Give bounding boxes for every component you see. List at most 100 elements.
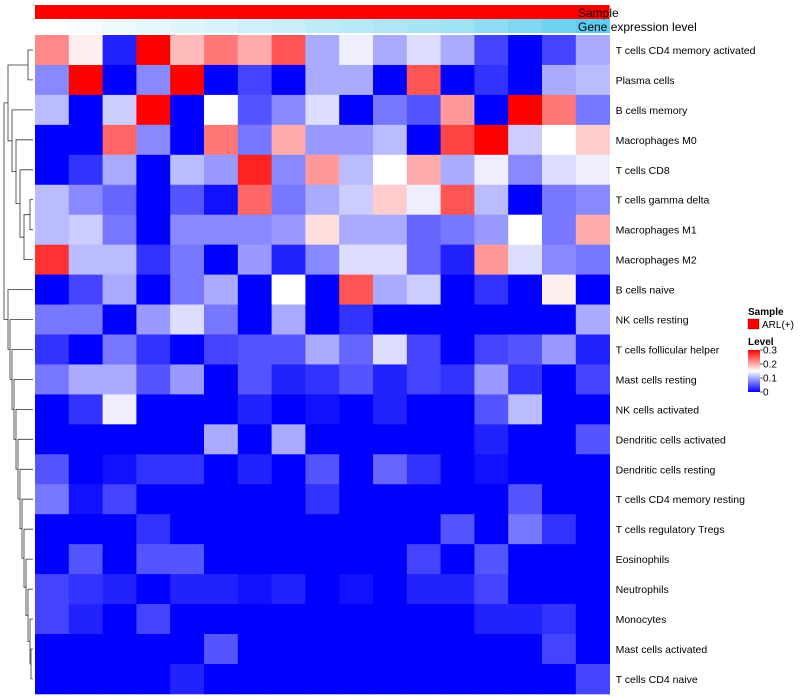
heatmap-cell bbox=[474, 364, 509, 395]
heatmap-cell bbox=[575, 394, 610, 425]
heatmap-cell bbox=[136, 184, 171, 216]
heatmap-cell bbox=[271, 214, 306, 246]
row-label: B cells naive bbox=[616, 285, 675, 297]
heatmap-cell bbox=[406, 514, 441, 545]
heatmap-cell bbox=[170, 663, 205, 695]
heatmap-cell bbox=[271, 663, 306, 695]
heatmap-cell bbox=[542, 484, 577, 515]
heatmap-cell bbox=[508, 94, 543, 126]
heatmap-cell bbox=[170, 214, 205, 246]
heatmap-cells bbox=[35, 35, 610, 695]
heatmap-cell bbox=[440, 214, 475, 246]
heatmap-cell bbox=[170, 35, 205, 66]
heatmap-cell bbox=[339, 184, 374, 216]
heatmap-cell bbox=[271, 544, 306, 575]
heatmap-cell bbox=[339, 214, 374, 246]
heatmap-cell bbox=[68, 394, 103, 425]
row-label: T cells follicular helper bbox=[616, 344, 720, 356]
heatmap-cell bbox=[271, 124, 306, 156]
heatmap-cell bbox=[474, 64, 509, 96]
heatmap-cell bbox=[237, 604, 272, 635]
heatmap-cell bbox=[575, 514, 610, 545]
sample-annotation-label: Sample bbox=[578, 6, 619, 20]
heatmap-cell bbox=[237, 364, 272, 395]
heatmap-cell bbox=[440, 424, 475, 455]
heatmap-cell bbox=[136, 604, 171, 635]
heatmap-cell bbox=[68, 604, 103, 635]
heatmap-cell bbox=[373, 574, 408, 605]
heatmap-cell bbox=[271, 334, 306, 365]
heatmap-cell bbox=[271, 514, 306, 545]
heatmap-cell bbox=[474, 454, 509, 485]
heatmap-cell bbox=[474, 334, 509, 365]
dendrogram-branch bbox=[7, 64, 28, 142]
heatmap-cell bbox=[35, 64, 70, 96]
gene-expression-annotation-cell bbox=[204, 19, 239, 33]
heatmap-cell bbox=[575, 364, 610, 395]
gene-expression-annotation-cell bbox=[136, 19, 171, 33]
heatmap-cell bbox=[237, 94, 272, 126]
heatmap-cell bbox=[406, 574, 441, 605]
heatmap-cell bbox=[305, 394, 340, 425]
dendrogram-branch bbox=[25, 558, 33, 616]
row-label: Monocytes bbox=[616, 614, 667, 626]
heatmap-cell bbox=[508, 244, 543, 275]
heatmap-cell bbox=[542, 514, 577, 545]
row-label: T cells CD4 memory activated bbox=[616, 45, 756, 57]
heatmap-cell bbox=[440, 94, 475, 126]
heatmap-cell bbox=[136, 214, 171, 246]
heatmap-cell bbox=[237, 154, 272, 186]
heatmap-cell bbox=[373, 634, 408, 665]
heatmap-cell bbox=[508, 424, 543, 455]
legend-tick-label: 0.1 bbox=[763, 374, 777, 385]
heatmap-cell bbox=[373, 244, 408, 275]
heatmap-cell bbox=[440, 334, 475, 365]
heatmap-cell bbox=[305, 35, 340, 66]
heatmap-cell bbox=[575, 274, 610, 305]
heatmap-cell bbox=[339, 424, 374, 455]
heatmap-cell bbox=[339, 454, 374, 485]
gene-expression-annotation-cell bbox=[440, 19, 475, 33]
heatmap-cell bbox=[440, 544, 475, 575]
heatmap-cell bbox=[508, 184, 543, 216]
heatmap-cell bbox=[440, 663, 475, 695]
heatmap-cell bbox=[575, 634, 610, 665]
heatmap-cell bbox=[68, 514, 103, 545]
heatmap-cell bbox=[508, 604, 543, 635]
heatmap-cell bbox=[136, 484, 171, 515]
heatmap-cell bbox=[474, 424, 509, 455]
heatmap-cell bbox=[373, 424, 408, 455]
heatmap-cell bbox=[474, 154, 509, 186]
heatmap-cell bbox=[136, 663, 171, 695]
heatmap-cell bbox=[373, 274, 408, 305]
heatmap-cell bbox=[406, 484, 441, 515]
heatmap-cell bbox=[305, 514, 340, 545]
row-label: T cells CD4 naive bbox=[616, 674, 698, 686]
heatmap-cell bbox=[68, 663, 103, 695]
heatmap-cell bbox=[406, 544, 441, 575]
gene-expression-annotation-cell bbox=[68, 19, 104, 33]
heatmap-cell bbox=[508, 484, 543, 515]
legend-sample-swatch bbox=[747, 318, 760, 330]
heatmap-cell bbox=[373, 394, 408, 425]
heatmap-cell bbox=[35, 454, 70, 485]
heatmap-cell bbox=[406, 334, 441, 365]
heatmap-cell bbox=[204, 364, 239, 395]
heatmap-cell bbox=[339, 304, 374, 335]
heatmap-cell bbox=[204, 634, 239, 665]
row-label: Mast cells resting bbox=[616, 374, 697, 386]
legend-level-ticks: 0.3 0.2 0.1 0 bbox=[760, 346, 777, 399]
heatmap-cell bbox=[339, 274, 374, 305]
gene-expression-annotation-cell bbox=[102, 19, 137, 33]
gene-expression-annotation-cell bbox=[35, 19, 70, 33]
heatmap-cell bbox=[406, 184, 441, 216]
heatmap-cell bbox=[68, 35, 103, 66]
heatmap-cell bbox=[271, 454, 306, 485]
heatmap-cell bbox=[170, 544, 205, 575]
heatmap-cell bbox=[68, 304, 103, 335]
heatmap-cell bbox=[35, 334, 70, 365]
heatmap-cell bbox=[204, 484, 239, 515]
heatmap-cell bbox=[406, 94, 441, 126]
gene-expression-annotation-cell bbox=[237, 19, 273, 33]
heatmap-cell bbox=[204, 574, 239, 605]
